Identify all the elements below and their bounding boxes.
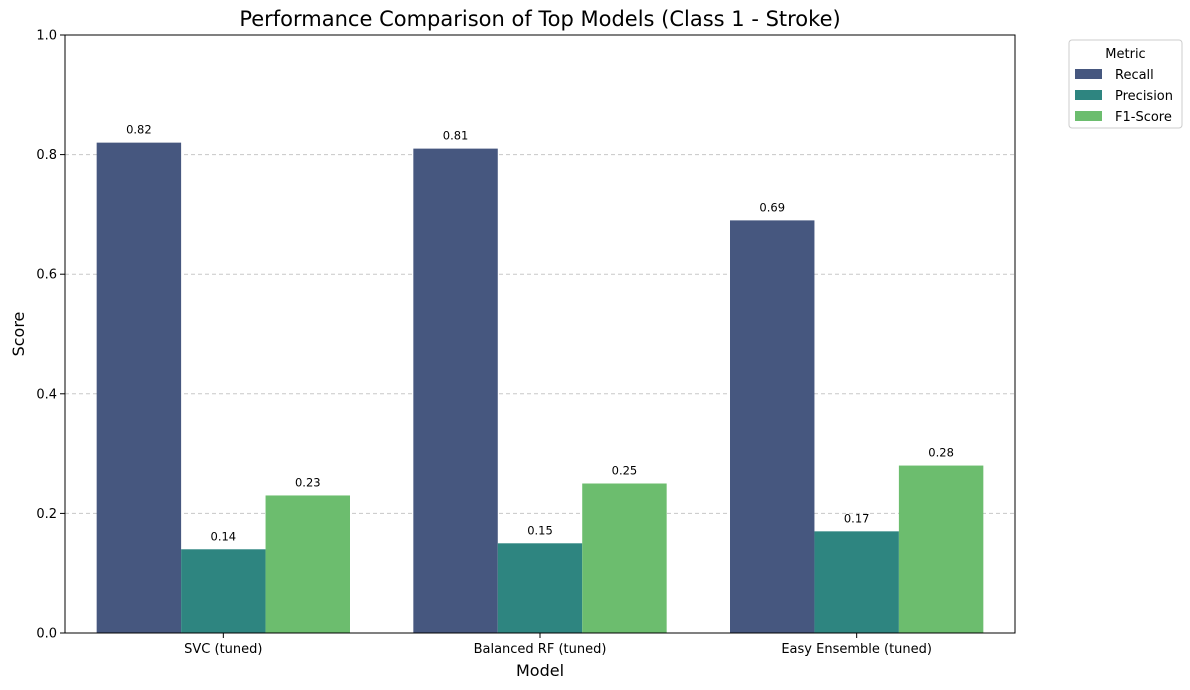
bar-f1-score xyxy=(582,483,667,633)
legend-swatch xyxy=(1075,69,1102,79)
legend: Metric Recall Precision F1-Score xyxy=(1068,39,1183,129)
bar-precision xyxy=(181,549,266,633)
legend-entry-label: Precision xyxy=(1115,89,1173,104)
bar-recall xyxy=(730,220,815,633)
legend-box xyxy=(1068,39,1183,129)
legend-title: Metric xyxy=(1105,47,1145,62)
x-axis-label: Model xyxy=(516,661,564,680)
data-label: 0.23 xyxy=(295,475,321,489)
data-label: 0.15 xyxy=(527,523,553,537)
bar-recall xyxy=(413,148,498,633)
y-tick-label: 0.4 xyxy=(36,387,57,402)
bar-precision xyxy=(497,543,583,633)
y-tick-label: 0.0 xyxy=(36,627,57,642)
y-tick-label: 0.6 xyxy=(36,268,57,283)
y-tick-label: 0.8 xyxy=(36,148,57,163)
y-tick-label: 1.0 xyxy=(36,29,57,44)
data-label: 0.14 xyxy=(211,529,237,543)
grid-lines xyxy=(65,154,1015,514)
data-label: 0.81 xyxy=(443,129,469,143)
y-axis-label: Score xyxy=(9,312,28,357)
axes: 0.0 0.2 0.4 0.6 0.8 1.0 SVC (tuned) Balanced RF… xyxy=(36,29,1016,657)
bar-precision xyxy=(814,531,899,633)
plot-frame xyxy=(64,34,1016,634)
legend-swatch xyxy=(1075,90,1102,100)
y-tick-label: 0.2 xyxy=(36,507,57,522)
data-label: 0.82 xyxy=(126,123,152,137)
data-label: 0.25 xyxy=(612,464,638,478)
bars xyxy=(96,142,984,633)
x-tick-label: SVC (tuned) xyxy=(184,642,262,657)
legend-swatch xyxy=(1075,111,1102,121)
x-tick-label: Balanced RF (tuned) xyxy=(474,642,607,657)
legend-entry-label: Recall xyxy=(1115,68,1154,83)
data-labels: 0.82 0.14 0.23 0.81 0.15 0.25 0.69 0.17 0.28 xyxy=(126,123,954,544)
data-label: 0.69 xyxy=(759,200,785,214)
data-label: 0.17 xyxy=(844,511,870,525)
legend-entry-label: F1-Score xyxy=(1115,110,1172,125)
data-label: 0.28 xyxy=(928,446,954,460)
x-tick-label: Easy Ensemble (tuned) xyxy=(781,642,932,657)
bar-f1-score xyxy=(265,495,350,633)
bar-f1-score xyxy=(898,465,984,633)
chart-title: Performance Comparison of Top Models (Cl… xyxy=(239,7,840,31)
bar-recall xyxy=(96,142,182,633)
